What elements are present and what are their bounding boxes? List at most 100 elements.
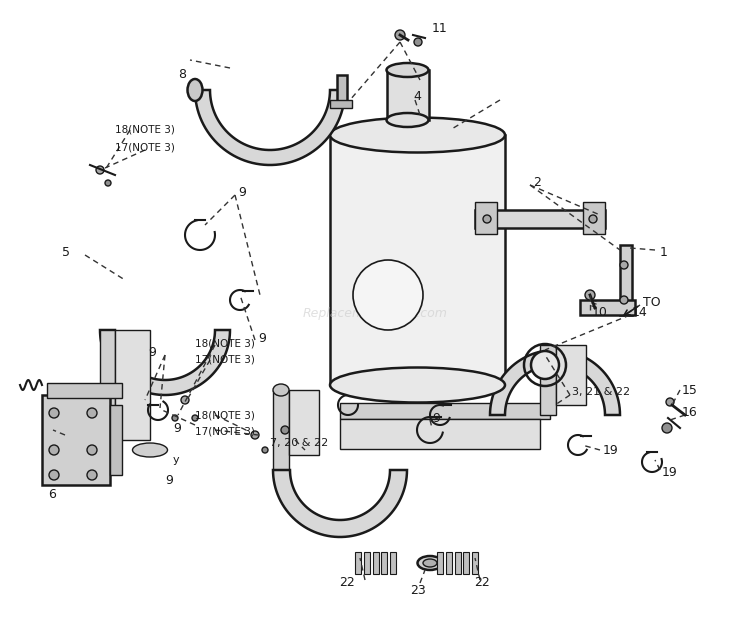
- Text: 9: 9: [432, 411, 439, 425]
- Bar: [373, 552, 379, 574]
- Ellipse shape: [418, 556, 442, 570]
- Bar: [472, 552, 478, 574]
- Text: 15: 15: [682, 384, 698, 396]
- Bar: [556, 345, 586, 405]
- FancyBboxPatch shape: [330, 135, 505, 385]
- Ellipse shape: [330, 118, 505, 152]
- Bar: [330, 100, 352, 108]
- Text: 22: 22: [339, 576, 355, 589]
- Bar: [446, 552, 452, 574]
- Circle shape: [262, 447, 268, 453]
- Circle shape: [87, 408, 97, 418]
- Text: TO: TO: [643, 296, 661, 309]
- Text: y: y: [173, 455, 180, 465]
- Bar: [100, 330, 115, 460]
- Ellipse shape: [423, 559, 437, 567]
- Text: 2: 2: [533, 175, 541, 189]
- Text: 5: 5: [62, 245, 70, 259]
- Bar: [289, 390, 319, 455]
- Ellipse shape: [386, 113, 428, 127]
- Bar: [580, 300, 635, 315]
- Text: 6: 6: [48, 489, 56, 501]
- Bar: [583, 202, 605, 234]
- Circle shape: [87, 470, 97, 480]
- FancyBboxPatch shape: [475, 210, 605, 228]
- Circle shape: [192, 415, 198, 421]
- Circle shape: [483, 215, 491, 223]
- Text: 9: 9: [238, 186, 246, 199]
- Circle shape: [666, 398, 674, 406]
- Circle shape: [49, 470, 59, 480]
- Circle shape: [585, 290, 595, 300]
- Text: 17(NOTE 3): 17(NOTE 3): [115, 143, 175, 153]
- Ellipse shape: [386, 63, 428, 77]
- Circle shape: [414, 38, 422, 46]
- Circle shape: [589, 215, 597, 223]
- Circle shape: [181, 396, 189, 404]
- Ellipse shape: [188, 79, 202, 101]
- Text: 8: 8: [178, 69, 186, 82]
- Text: 22: 22: [474, 576, 490, 589]
- Circle shape: [96, 166, 104, 174]
- Text: 7, 20 & 22: 7, 20 & 22: [270, 438, 328, 448]
- Text: 9: 9: [148, 345, 156, 359]
- Circle shape: [281, 426, 289, 434]
- Circle shape: [395, 30, 405, 40]
- Ellipse shape: [273, 384, 289, 396]
- Bar: [115, 330, 150, 440]
- Polygon shape: [195, 90, 345, 165]
- Text: 18(NOTE 3): 18(NOTE 3): [115, 125, 175, 135]
- Bar: [337, 75, 347, 105]
- Polygon shape: [273, 470, 407, 537]
- Bar: [273, 390, 289, 470]
- Text: 1: 1: [660, 245, 668, 259]
- Circle shape: [662, 423, 672, 433]
- Bar: [110, 405, 122, 475]
- Text: 11: 11: [432, 21, 448, 35]
- Circle shape: [251, 431, 259, 439]
- Circle shape: [105, 180, 111, 186]
- Text: 18(NOTE 3): 18(NOTE 3): [195, 410, 255, 420]
- Text: 9: 9: [173, 421, 181, 435]
- Polygon shape: [490, 350, 620, 415]
- Text: 9: 9: [258, 331, 266, 345]
- Circle shape: [172, 415, 178, 421]
- Bar: [340, 419, 540, 449]
- Text: 16: 16: [682, 406, 698, 420]
- Circle shape: [49, 408, 59, 418]
- Text: 14: 14: [632, 306, 648, 318]
- Text: 19: 19: [603, 443, 619, 457]
- Text: 17(NOTE 3): 17(NOTE 3): [195, 427, 255, 437]
- Text: 3, 21 & 22: 3, 21 & 22: [572, 387, 630, 397]
- Ellipse shape: [531, 351, 559, 379]
- Bar: [355, 552, 361, 574]
- Ellipse shape: [100, 447, 115, 472]
- Bar: [364, 552, 370, 574]
- Bar: [620, 245, 632, 315]
- Bar: [390, 552, 396, 574]
- Text: 17(NOTE 3): 17(NOTE 3): [195, 355, 255, 365]
- Text: 9: 9: [165, 474, 172, 486]
- Text: 19: 19: [662, 465, 678, 479]
- Circle shape: [620, 296, 628, 304]
- Bar: [475, 202, 497, 234]
- Ellipse shape: [133, 443, 167, 457]
- Ellipse shape: [330, 367, 505, 403]
- Circle shape: [620, 261, 628, 269]
- Bar: [340, 403, 550, 419]
- Bar: [540, 345, 556, 415]
- Bar: [464, 552, 470, 574]
- Circle shape: [87, 445, 97, 455]
- Circle shape: [353, 260, 423, 330]
- Bar: [381, 552, 387, 574]
- Bar: [437, 552, 443, 574]
- Text: 4: 4: [413, 91, 421, 104]
- FancyBboxPatch shape: [47, 383, 122, 398]
- Text: ReplacementParts.com: ReplacementParts.com: [302, 308, 448, 321]
- Polygon shape: [100, 330, 230, 395]
- Text: 10: 10: [592, 306, 608, 318]
- FancyBboxPatch shape: [42, 395, 110, 485]
- Bar: [454, 552, 460, 574]
- Text: 18(NOTE 3): 18(NOTE 3): [195, 338, 255, 348]
- Bar: [386, 70, 428, 120]
